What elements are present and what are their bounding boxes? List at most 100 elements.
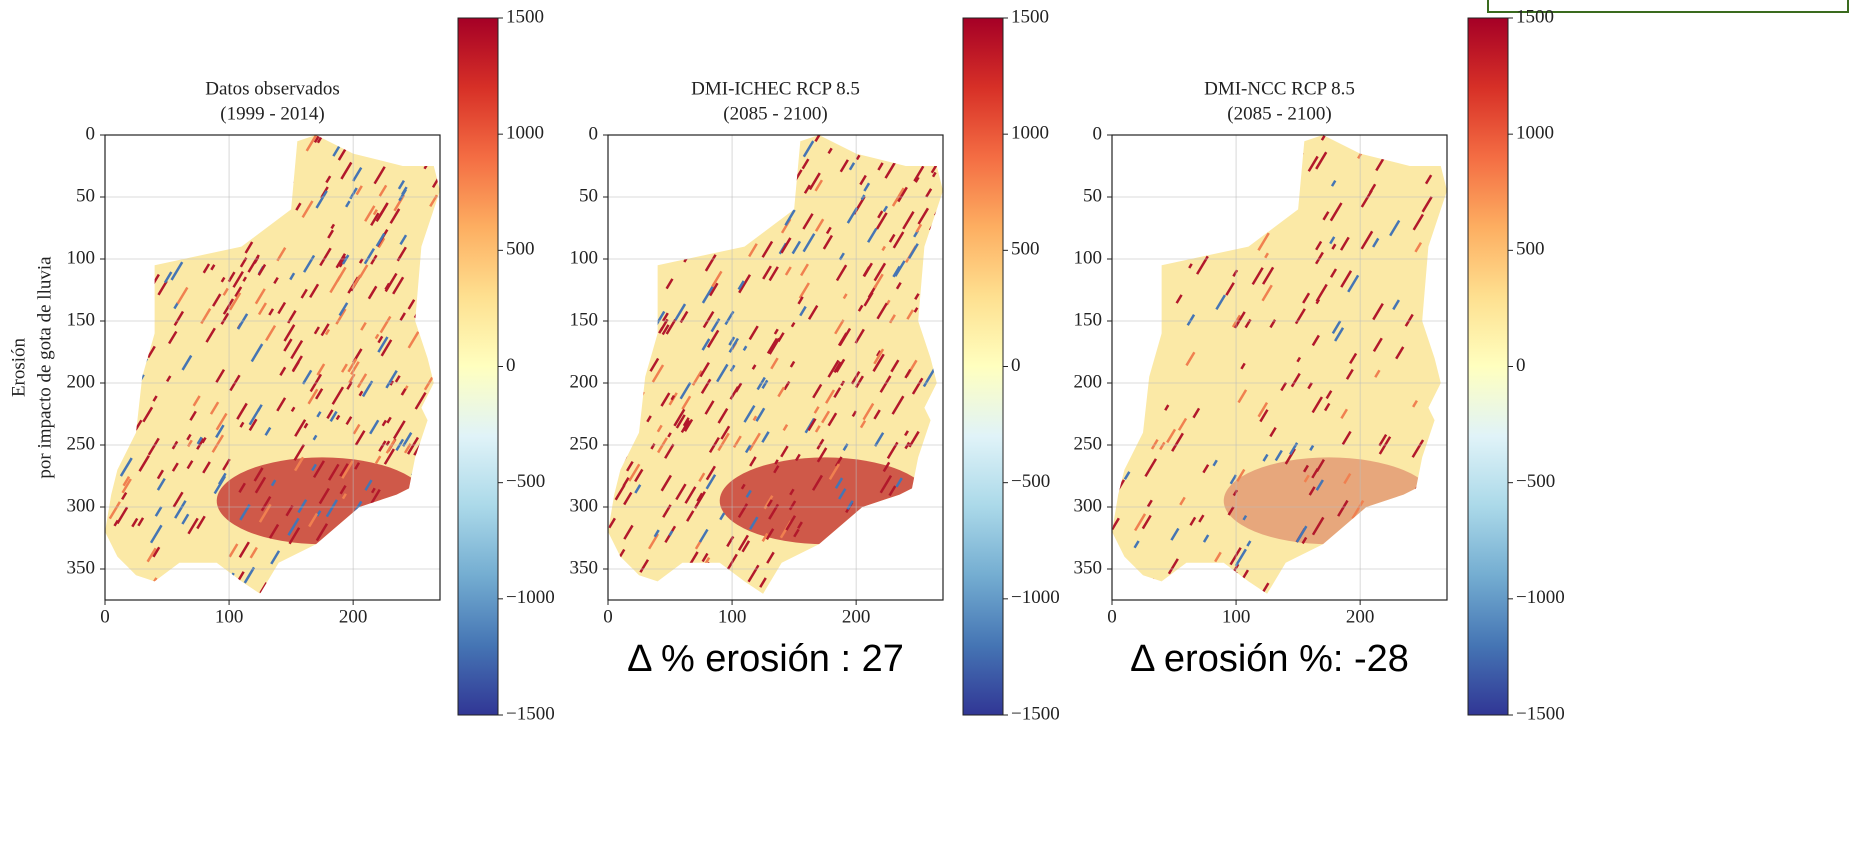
map-streak xyxy=(264,426,272,436)
map-streak xyxy=(682,417,690,427)
map-streak xyxy=(1167,558,1179,575)
map-streak xyxy=(148,281,154,287)
map-streak xyxy=(762,265,772,280)
map-streak xyxy=(1177,417,1188,431)
map-streak xyxy=(173,310,185,326)
map-streak xyxy=(312,460,325,479)
cropped-box xyxy=(1487,0,1849,13)
map-streak xyxy=(701,552,709,563)
map-streak xyxy=(884,529,892,539)
map-streak xyxy=(658,326,664,334)
map-streak xyxy=(675,414,686,429)
map-streak xyxy=(642,363,647,369)
map-streak xyxy=(260,495,272,512)
map-streak xyxy=(1347,274,1360,293)
map-streak xyxy=(301,200,314,218)
map-streak xyxy=(187,517,199,535)
map-streak xyxy=(319,247,332,267)
map-streak xyxy=(711,205,721,219)
map-streak xyxy=(615,149,626,165)
map-streak xyxy=(1149,173,1157,183)
y-tick-label: 50 xyxy=(76,185,95,206)
map-streak xyxy=(252,191,266,210)
map-streak xyxy=(802,140,815,158)
map-streak xyxy=(645,232,653,243)
map-streak xyxy=(627,410,633,417)
map-streak xyxy=(336,546,344,556)
y-tick-label: 100 xyxy=(67,247,96,268)
map-streak xyxy=(1112,463,1117,470)
map-streak xyxy=(268,308,275,316)
x-tick-label: 200 xyxy=(339,606,368,627)
map-streak xyxy=(802,213,814,230)
map-streak xyxy=(868,507,878,521)
map-streak xyxy=(298,568,306,578)
map-streak xyxy=(345,200,351,208)
map-streak xyxy=(727,179,736,192)
map-streak xyxy=(316,363,326,376)
map-streak xyxy=(392,547,402,561)
map-streak xyxy=(171,462,179,472)
map-streak xyxy=(379,315,392,334)
map-streak xyxy=(774,459,779,465)
map-streak xyxy=(290,339,304,360)
map-streak xyxy=(335,308,347,325)
map-streak xyxy=(629,215,640,229)
map-streak xyxy=(1226,228,1238,245)
map-streak xyxy=(665,319,677,335)
map-streak xyxy=(608,517,616,529)
map-streak xyxy=(705,135,713,136)
map-streak xyxy=(613,393,623,406)
map-streak xyxy=(862,262,873,278)
map-streak xyxy=(1251,267,1264,285)
y-tick-label: 200 xyxy=(1074,371,1103,392)
map-streak xyxy=(1386,575,1395,585)
map-streak xyxy=(212,293,222,307)
map-streak xyxy=(108,501,121,520)
map-streak xyxy=(833,361,842,373)
map-streak xyxy=(220,312,230,325)
map-streak xyxy=(121,491,128,500)
map-streak xyxy=(859,567,873,587)
map-streak xyxy=(174,500,187,519)
map-streak xyxy=(851,410,858,418)
map-streak xyxy=(172,170,185,190)
map-streak xyxy=(834,319,845,335)
map-streak xyxy=(364,205,376,222)
map-streak xyxy=(1315,298,1321,305)
map-streak xyxy=(335,559,341,566)
y-tick-label: 250 xyxy=(67,433,96,454)
map-streak xyxy=(313,326,320,335)
map-streak xyxy=(432,283,439,292)
cbar-tick-label: −1000 xyxy=(1011,587,1060,608)
map-streak xyxy=(686,510,695,522)
map-streak xyxy=(929,143,937,154)
map-streak xyxy=(710,145,721,162)
map-streak xyxy=(638,177,648,190)
map-streak xyxy=(210,264,216,271)
map-streak xyxy=(144,171,150,178)
map-streak xyxy=(421,453,428,462)
map-streak xyxy=(423,376,434,391)
map-streak xyxy=(827,536,841,555)
map-streak xyxy=(721,209,729,220)
map-streak xyxy=(388,559,397,571)
map-streak xyxy=(693,491,706,509)
y-tick-label: 350 xyxy=(67,557,96,578)
map-streak xyxy=(202,461,211,474)
map-streak xyxy=(742,345,748,351)
cbar-tick-label: 500 xyxy=(1011,239,1040,260)
map-streak xyxy=(1408,554,1416,565)
map-streak xyxy=(155,148,165,161)
map-streak xyxy=(1311,467,1319,479)
map-streak xyxy=(228,543,239,558)
map-streak xyxy=(269,186,275,193)
y-tick-label: 150 xyxy=(570,309,599,330)
map-streak xyxy=(794,453,801,462)
map-streak xyxy=(875,212,888,230)
map-streak xyxy=(138,321,150,338)
map-streak xyxy=(399,234,408,245)
map-streak xyxy=(1424,174,1433,185)
map-streak xyxy=(238,541,250,558)
map-streak xyxy=(881,245,886,252)
